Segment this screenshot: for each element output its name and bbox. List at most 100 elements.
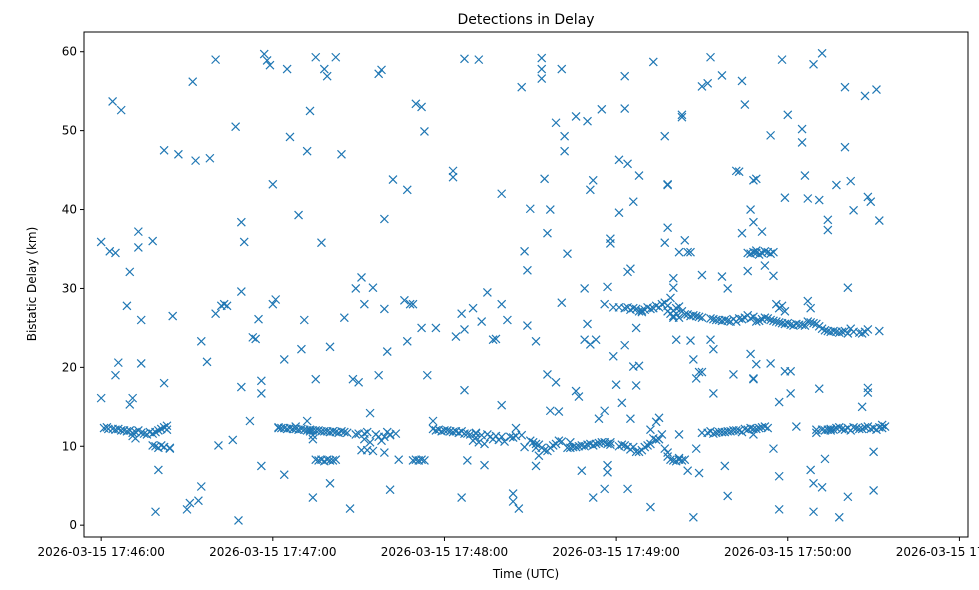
data-point bbox=[751, 246, 761, 255]
data-point bbox=[520, 246, 529, 256]
data-point bbox=[708, 344, 718, 354]
data-point bbox=[540, 445, 550, 455]
data-point bbox=[654, 434, 664, 444]
data-point bbox=[857, 328, 867, 338]
data-point bbox=[268, 179, 278, 189]
data-point bbox=[554, 436, 564, 446]
data-point bbox=[156, 441, 166, 450]
data-point bbox=[648, 57, 658, 67]
data-point bbox=[634, 171, 644, 181]
data-point bbox=[460, 385, 469, 395]
data-point bbox=[869, 486, 879, 495]
data-point bbox=[325, 478, 335, 488]
data-point bbox=[769, 444, 778, 454]
data-point bbox=[651, 301, 661, 311]
data-point bbox=[219, 299, 229, 309]
data-point bbox=[554, 407, 564, 416]
data-point bbox=[128, 428, 138, 438]
data-point bbox=[574, 392, 584, 401]
y-tick-label: 60 bbox=[62, 45, 77, 59]
data-point bbox=[96, 237, 106, 247]
data-point bbox=[362, 427, 372, 437]
data-point bbox=[803, 296, 813, 306]
data-point bbox=[608, 351, 618, 361]
data-point bbox=[703, 78, 713, 88]
data-point bbox=[631, 381, 641, 390]
data-point bbox=[706, 314, 715, 323]
data-point bbox=[614, 155, 624, 165]
data-point bbox=[749, 175, 758, 185]
data-point bbox=[597, 437, 607, 447]
data-point bbox=[603, 460, 612, 470]
data-point bbox=[302, 146, 312, 156]
data-point bbox=[228, 435, 238, 445]
data-point bbox=[322, 71, 332, 81]
data-point bbox=[591, 439, 601, 449]
data-point bbox=[488, 335, 498, 345]
data-point bbox=[543, 370, 552, 379]
data-point bbox=[557, 64, 567, 74]
data-point bbox=[571, 442, 581, 452]
data-point bbox=[234, 516, 243, 525]
data-point bbox=[766, 130, 776, 140]
data-point bbox=[806, 317, 816, 327]
x-axis-ticks: 2026-03-15 17:46:00 2026-03-15 17:47:00 20… bbox=[37, 537, 979, 559]
data-point bbox=[136, 358, 146, 368]
data-point bbox=[646, 502, 655, 512]
data-point bbox=[771, 317, 781, 327]
data-point bbox=[365, 408, 375, 418]
data-point bbox=[557, 298, 567, 308]
data-point bbox=[537, 53, 547, 63]
x-tick-label: 2026-03-15 17:49:00 bbox=[552, 545, 679, 559]
data-point bbox=[159, 378, 169, 388]
data-point bbox=[588, 175, 598, 185]
data-point bbox=[511, 431, 521, 441]
data-point bbox=[328, 426, 338, 436]
data-point bbox=[211, 309, 221, 319]
data-point bbox=[457, 493, 467, 502]
data-point bbox=[657, 299, 667, 309]
data-point bbox=[809, 478, 818, 488]
data-point bbox=[834, 422, 844, 432]
data-point bbox=[497, 432, 507, 442]
data-point bbox=[800, 171, 810, 181]
y-tick-label: 30 bbox=[62, 281, 77, 295]
data-point bbox=[660, 444, 670, 454]
data-point bbox=[760, 261, 770, 270]
data-point bbox=[294, 210, 303, 220]
data-point bbox=[751, 317, 761, 327]
data-point bbox=[279, 355, 289, 364]
data-point bbox=[623, 484, 632, 494]
data-point bbox=[749, 312, 758, 322]
data-point bbox=[248, 332, 258, 342]
data-point bbox=[834, 512, 844, 522]
data-point bbox=[560, 146, 570, 156]
data-point bbox=[734, 167, 744, 177]
data-point bbox=[379, 432, 389, 442]
data-point bbox=[786, 366, 796, 376]
data-point bbox=[780, 306, 790, 316]
data-point bbox=[236, 382, 246, 392]
data-point bbox=[548, 441, 558, 450]
data-point bbox=[634, 306, 644, 316]
data-point bbox=[531, 461, 541, 471]
data-point bbox=[405, 299, 415, 309]
data-point bbox=[531, 336, 541, 346]
data-point bbox=[205, 153, 215, 163]
data-point bbox=[296, 424, 306, 434]
data-point bbox=[508, 433, 518, 443]
data-point bbox=[296, 344, 306, 354]
data-point bbox=[551, 118, 561, 128]
data-point bbox=[708, 388, 718, 398]
data-point bbox=[769, 247, 778, 257]
data-point bbox=[843, 328, 853, 338]
data-point bbox=[605, 437, 615, 447]
data-point bbox=[256, 461, 266, 471]
data-point bbox=[774, 397, 784, 407]
data-point bbox=[791, 422, 801, 431]
data-point bbox=[731, 166, 741, 176]
data-point bbox=[797, 124, 807, 134]
data-point bbox=[408, 299, 418, 309]
data-point bbox=[111, 370, 120, 380]
